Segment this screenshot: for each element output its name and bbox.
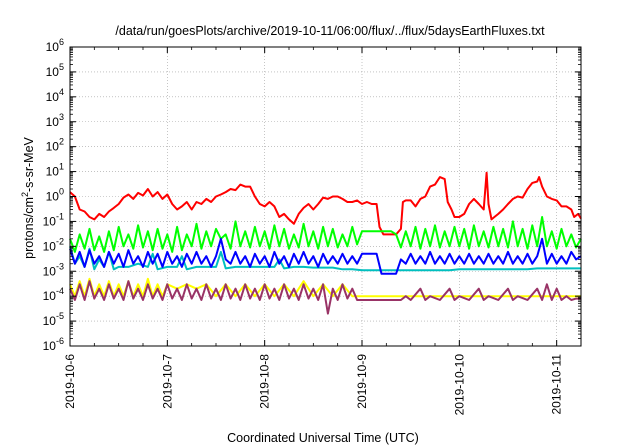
- y-tick-label-base: 10: [46, 140, 60, 154]
- y-tick-label-base: 10: [43, 239, 57, 253]
- axis-ticks: 10-610-510-410-310-210-11001011021031041…: [43, 37, 581, 415]
- series-line-2: [69, 216, 582, 253]
- y-axis-label-base: protons/cm: [22, 197, 36, 259]
- series-line-1: [69, 171, 582, 236]
- series-line-6: [69, 280, 581, 315]
- x-tick-label: 2019-10-10: [452, 354, 466, 416]
- y-tick-label-sup: -1: [56, 211, 64, 221]
- y-tick-label-sup: -5: [56, 311, 64, 321]
- y-tick-label-sup: 4: [59, 87, 64, 97]
- y-tick-label: 10-2: [43, 236, 64, 253]
- x-axis-label: Coordinated Universal Time (UTC): [227, 431, 419, 445]
- y-tick-label-sup: 5: [59, 62, 64, 72]
- y-tick-label: 10-1: [43, 211, 64, 228]
- y-tick-label-sup: 3: [59, 112, 64, 122]
- y-tick-label: 10-6: [43, 336, 64, 353]
- y-tick-label-base: 10: [46, 165, 60, 179]
- y-tick-label-sup: -6: [56, 336, 64, 346]
- y-tick-label: 106: [46, 37, 64, 54]
- x-tick-label: 2019-10-7: [160, 354, 174, 409]
- series-group: [69, 171, 582, 315]
- x-tick-label: 2019-10-6: [63, 354, 77, 409]
- y-tick-label-sup: 1: [59, 162, 64, 172]
- y-tick-label: 10-5: [43, 311, 64, 328]
- y-axis-label: protons/cm2-s-sr-MeV: [20, 136, 36, 258]
- y-tick-label-sup: -2: [56, 236, 64, 246]
- y-tick-label-sup: 6: [59, 37, 64, 47]
- x-tick-label: 2019-10-11: [550, 354, 564, 415]
- y-tick-label: 100: [46, 187, 64, 204]
- series-line-4: [69, 237, 582, 275]
- y-tick-label-base: 10: [46, 90, 60, 104]
- y-tick-label-base: 10: [46, 65, 60, 79]
- y-tick-label-base: 10: [43, 339, 57, 353]
- y-tick-label-base: 10: [46, 190, 60, 204]
- y-tick-label-base: 10: [46, 40, 60, 54]
- y-tick-label-sup: 2: [59, 137, 64, 147]
- y-tick-label-sup: 0: [59, 187, 64, 197]
- y-tick-label: 10-4: [43, 286, 64, 303]
- x-tick-label: 2019-10-9: [355, 354, 369, 409]
- y-tick-label-sup: -4: [56, 286, 64, 296]
- y-axis-label-rest: -s-sr-MeV: [22, 136, 36, 192]
- y-tick-label-base: 10: [43, 314, 57, 328]
- y-tick-label-base: 10: [43, 289, 57, 303]
- y-tick-label: 105: [46, 62, 64, 79]
- y-tick-label-base: 10: [46, 115, 60, 129]
- x-tick-label: 2019-10-8: [258, 354, 272, 409]
- chart-title: /data/run/goesPlots/archive/2019-10-11/0…: [115, 24, 545, 38]
- y-tick-label: 10-3: [43, 261, 64, 278]
- y-axis-label-sup: 2: [20, 192, 30, 197]
- y-tick-label: 103: [46, 112, 64, 129]
- y-tick-label-sup: -3: [56, 261, 64, 271]
- y-tick-label-base: 10: [43, 264, 57, 278]
- y-tick-label-base: 10: [43, 214, 57, 228]
- y-tick-label: 104: [46, 87, 64, 104]
- series-line-3: [69, 246, 581, 272]
- y-tick-label: 102: [46, 137, 64, 154]
- y-tick-label: 101: [46, 162, 64, 179]
